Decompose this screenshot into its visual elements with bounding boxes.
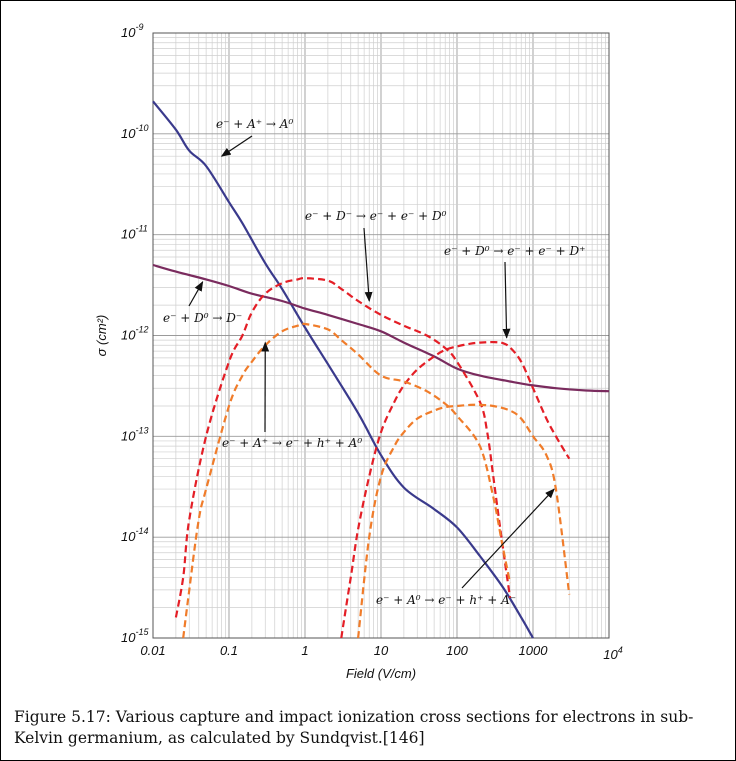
cross-section-chart: 0.01 0.1 1 10 100 1000 104 10-9 10-10 10-11 10-12 1… [94, 22, 623, 681]
x-tick-label: 100 [446, 643, 468, 658]
series-line-5 [182, 322, 512, 639]
tick-labels: 0.01 0.1 1 10 100 1000 104 10-9 10-10 10-11 10-12 1… [121, 22, 623, 662]
annotation-arrow [363, 227, 373, 302]
x-axis-label: Field (V/cm) [346, 666, 416, 681]
x-tick-label: 10 [374, 643, 389, 658]
annotation-label: e⁻ + D⁰ → e⁻ + e⁻ + D⁺ [444, 244, 585, 258]
x-tick-label: 1 [301, 643, 308, 658]
annotation-arrow [461, 488, 555, 589]
series-line-4 [340, 340, 571, 639]
x-tick-label: 0.1 [220, 643, 238, 658]
annotation-arrow [188, 281, 204, 307]
annotation-label: e⁻ + A⁰ → e⁻ + h⁺ + A⁻ [376, 593, 516, 607]
annotation-arrow [502, 261, 511, 339]
series-line-2 [152, 263, 610, 393]
figure-caption: Figure 5.17: Various capture and impact … [14, 708, 694, 747]
annotation-label: e⁻ + D⁻ → e⁻ + e⁻ + D⁰ [305, 209, 447, 223]
annotation-label: e⁻ + A⁺ → A⁰ [216, 117, 293, 131]
x-tick-label: 1000 [519, 643, 549, 658]
plot-frame [152, 32, 610, 639]
y-tick-label: 10-13 [121, 425, 148, 443]
x-tick-label: 104 [603, 645, 622, 662]
annotations: e⁻ + A⁺ → A⁰ e⁻ + D⁻ → e⁻ + e⁻ + D⁰ e⁻ + D… [163, 117, 585, 607]
y-axis-label: σ (cm²) [94, 315, 109, 357]
y-tick-label: 10-14 [121, 526, 148, 544]
annotation-label: e⁻ + A⁺ → e⁻ + h⁺ + A⁰ [222, 436, 362, 450]
x-tick-label: 0.01 [140, 643, 165, 658]
y-tick-label: 10-9 [121, 22, 143, 40]
y-tick-label: 10-10 [121, 123, 148, 141]
y-tick-label: 10-11 [121, 224, 148, 242]
series-line-1 [152, 100, 534, 639]
series-layer [152, 100, 610, 639]
annotation-arrow [220, 135, 253, 157]
y-tick-label: 10-12 [121, 325, 148, 343]
annotation-label: e⁻ + D⁰ → D⁻ [163, 311, 242, 325]
series-line-6 [357, 403, 571, 639]
